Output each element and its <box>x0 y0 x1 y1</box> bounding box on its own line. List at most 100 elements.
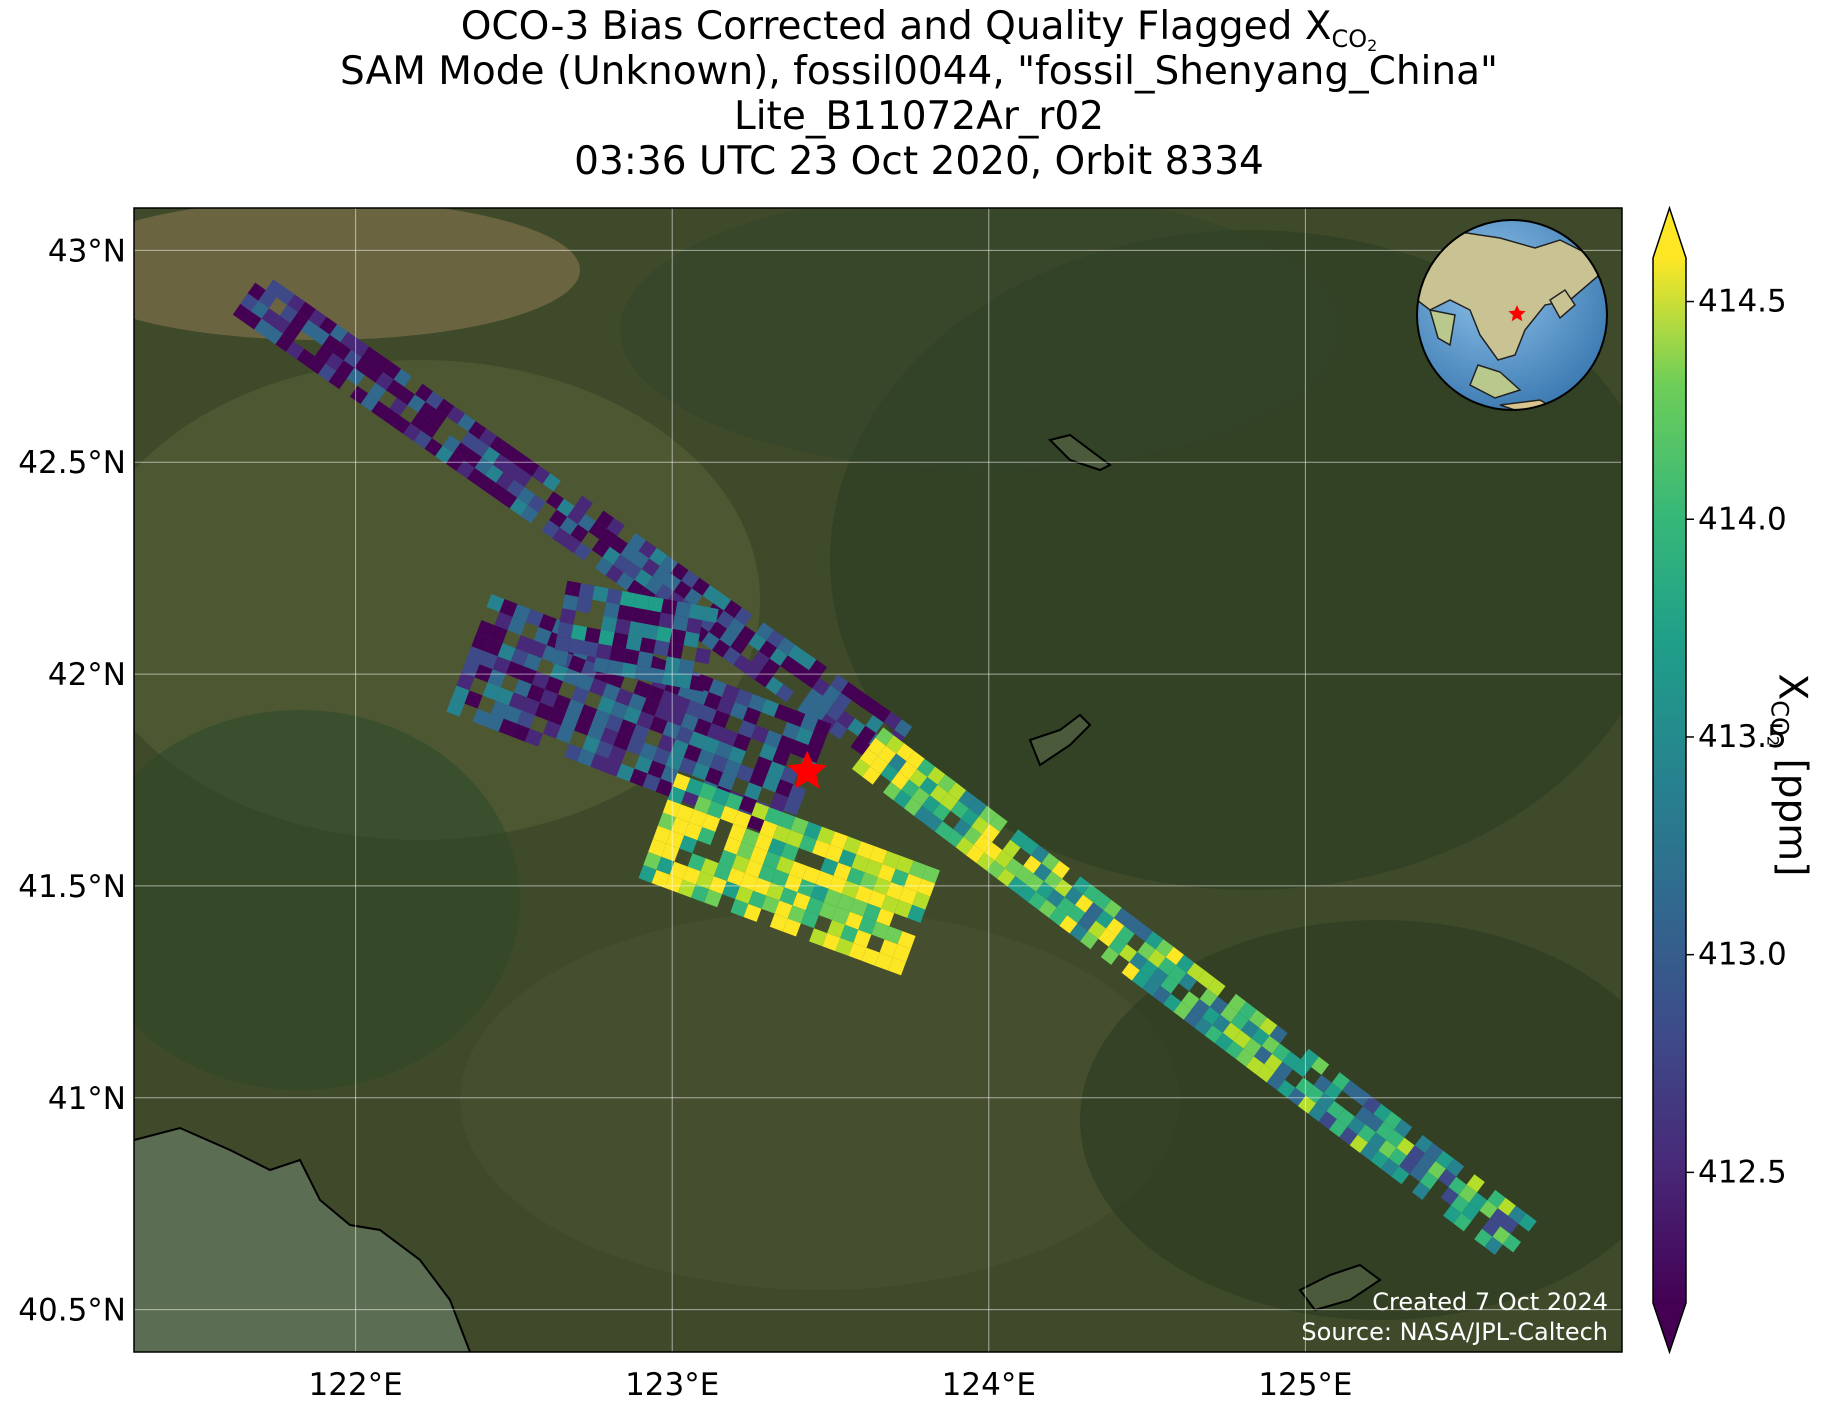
xco2-sounding-cell <box>701 736 720 755</box>
xco2-sounding-cell <box>802 866 821 884</box>
xco2-sounding-cell <box>888 753 907 772</box>
xco2-sounding-cell <box>332 342 351 361</box>
xco2-sounding-cell <box>764 807 783 826</box>
xco2-sounding-cell <box>698 782 717 801</box>
xco2-sounding-cell <box>678 658 695 676</box>
xco2-sounding-cell <box>774 704 793 722</box>
xco2-sounding-cell <box>297 301 316 320</box>
xco2-sounding-cell <box>1007 876 1026 895</box>
xco2-sounding-cell <box>623 561 642 580</box>
xco2-sounding-cell <box>863 903 882 922</box>
xco2-sounding-cell <box>608 745 627 764</box>
xco2-sounding-cell <box>719 728 738 747</box>
xco2-sounding-cell <box>548 707 566 726</box>
xco2-sounding-cell <box>966 844 985 863</box>
xco2-sounding-cell <box>1087 920 1107 939</box>
xco2-sounding-cell <box>775 779 794 798</box>
xco2-sounding-cell <box>890 868 909 887</box>
xco2-sounding-cell <box>484 638 503 657</box>
xco2-sounding-cell <box>770 792 789 811</box>
xco2-sounding-cell <box>265 279 284 298</box>
xco2-sounding-cell <box>751 725 770 744</box>
xco2-sounding-cell <box>551 649 569 666</box>
xco2-sounding-cell <box>890 771 910 790</box>
xco2-sounding-cell <box>727 867 745 886</box>
xco2-sounding-cell <box>909 769 928 788</box>
xco2-sounding-cell <box>813 719 832 737</box>
xco2-sounding-cell <box>361 346 380 365</box>
inset-globe <box>1416 219 1608 411</box>
xco2-sounding-cell <box>593 657 610 674</box>
xco2-sounding-cell <box>623 648 640 665</box>
xco2-sounding-cell <box>755 622 774 641</box>
xco2-sounding-cell <box>691 577 710 596</box>
xco2-sounding-cell <box>655 778 674 797</box>
xco2-sounding-cell <box>1396 1137 1415 1156</box>
xco2-sounding-cell <box>823 888 842 907</box>
xco2-sounding-cell <box>296 348 315 367</box>
xco2-sounding-cell <box>1386 1129 1405 1148</box>
xco2-sounding-cell <box>1069 923 1088 942</box>
xco2-sounding-cell <box>1043 871 1063 890</box>
xco2-sounding-cell <box>669 628 687 646</box>
colorbar-ticks: 412.5 413.0 413.5 414.0 414.5 <box>1686 284 1787 1190</box>
xco2-sounding-cell <box>1010 829 1029 848</box>
xco2-sounding-cell <box>743 903 762 922</box>
xco2-sounding-cell <box>1414 1135 1433 1154</box>
xco2-sounding-cell <box>690 687 709 706</box>
xco2-sounding-cell <box>685 700 704 719</box>
xco2-sounding-cell <box>655 584 674 603</box>
xco2-sounding-cell <box>895 855 914 874</box>
xco2-sounding-cell <box>754 756 773 775</box>
xco2-sounding-cell <box>1241 1020 1260 1039</box>
basemap-sea <box>134 1128 470 1352</box>
xco2-sounding-cell <box>683 744 702 763</box>
xco2-sounding-cell <box>527 494 546 513</box>
xco2-sounding-cell <box>672 615 689 632</box>
longitude-tick-label: 125°E <box>1258 1367 1352 1401</box>
xco2-sounding-cell <box>661 598 678 616</box>
xco2-sounding-cell <box>1178 973 1197 992</box>
xco2-sounding-cell <box>620 662 637 679</box>
xco2-sounding-cell <box>1272 1043 1291 1062</box>
xco2-sounding-cell <box>1005 857 1024 877</box>
xco2-sounding-cell <box>1406 1145 1426 1164</box>
xco2-sounding-cell <box>279 305 298 324</box>
xco2-sounding-cell <box>634 755 653 774</box>
xco2-sounding-cell <box>798 834 817 853</box>
xco2-sounding-cell <box>843 836 862 855</box>
xco2-sounding-cell <box>656 856 675 875</box>
xco2-sounding-cell <box>499 599 518 617</box>
xco2-sounding-cell <box>232 303 251 322</box>
xco2-sounding-cell <box>1186 962 1205 981</box>
title-line-1-text: OCO-3 Bias Corrected and Quality Flagged… <box>460 4 1332 49</box>
xco2-sounding-cell <box>505 661 524 680</box>
xco2-sounding-cell <box>1082 884 1102 903</box>
xco2-sounding-cell <box>809 659 828 678</box>
xco2-sounding-cell <box>898 761 917 780</box>
xco2-sounding-cell <box>1453 1213 1472 1232</box>
xco2-sounding-cell <box>1220 1004 1239 1023</box>
latitude-tick-label: 42°N <box>48 657 126 693</box>
xco2-sounding-cell <box>748 633 767 652</box>
colorbar-tick-label: 413.5 <box>1698 719 1787 755</box>
xco2-sounding-cell <box>700 858 719 877</box>
xco2-sounding-cell <box>1204 1025 1223 1044</box>
xco2-sounding-cell <box>680 713 699 732</box>
xco2-sounding-cell <box>759 743 778 762</box>
xco2-sounding-cell <box>538 614 557 632</box>
xco2-sounding-cell <box>1466 1174 1485 1193</box>
xco2-sounding-cell <box>1492 1226 1511 1245</box>
xco2-sounding-cell <box>689 809 707 828</box>
xco2-sounding-cell <box>472 708 491 727</box>
xco2-sounding-cell <box>1150 967 1169 986</box>
xco2-sounding-cell <box>745 859 763 878</box>
xco2-sounding-cell <box>764 730 783 749</box>
xco2-sounding-cell <box>526 684 545 703</box>
xco2-sounding-cell <box>871 921 890 940</box>
xco2-sounding-cell <box>272 315 291 334</box>
xco2-sounding-cell <box>600 615 618 633</box>
xco2-sounding-cell <box>658 612 675 629</box>
xco2-sounding-cell <box>1183 1009 1202 1028</box>
